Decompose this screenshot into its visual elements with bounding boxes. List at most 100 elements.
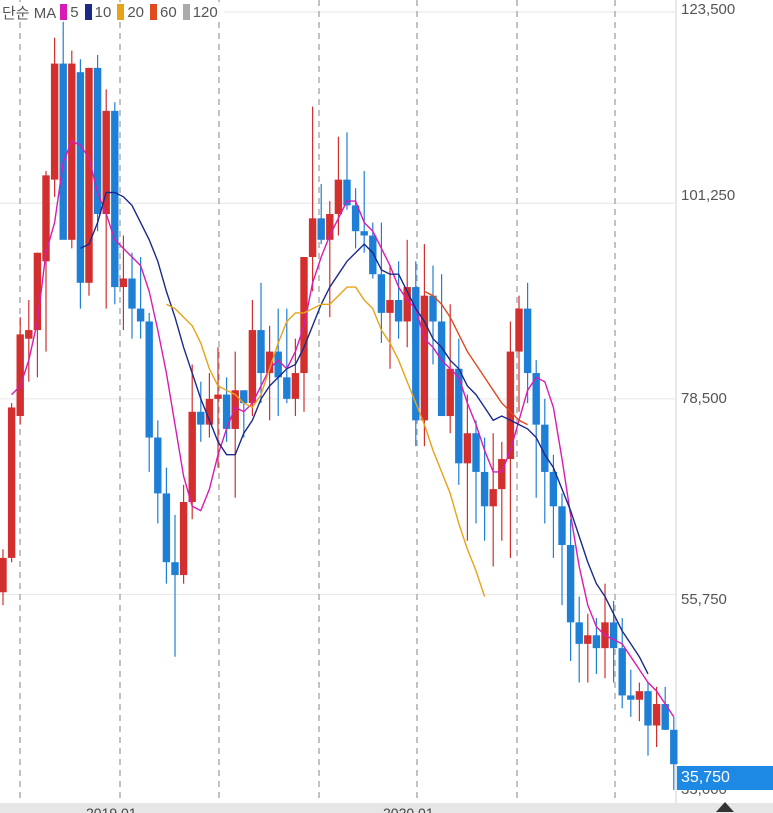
candle-body <box>265 351 274 374</box>
candle-body <box>76 72 85 283</box>
candle-body <box>523 308 532 374</box>
y-tick-label: 101,250 <box>681 187 736 204</box>
candle-body <box>566 544 575 623</box>
candle-body <box>446 368 454 417</box>
candle-body <box>412 287 420 421</box>
candle-body <box>351 205 360 232</box>
candle-body <box>102 110 110 215</box>
candle-body <box>618 648 626 696</box>
candle-body <box>0 557 7 593</box>
candle-body <box>188 411 196 503</box>
scroll-up-arrow-icon[interactable] <box>716 802 734 812</box>
candle-body <box>480 471 489 507</box>
y-tick-label: 123,500 <box>681 1 736 18</box>
candle-body <box>93 67 102 215</box>
legend-swatch-ma120 <box>182 4 190 20</box>
candle-body <box>42 175 50 262</box>
candle-body <box>231 390 239 429</box>
candle-body <box>136 308 145 322</box>
candle-body <box>506 351 515 460</box>
candle-body <box>274 351 282 378</box>
candle-body <box>541 424 549 472</box>
candle-body <box>7 407 16 558</box>
ma60-line <box>424 290 528 426</box>
candle-body <box>283 377 291 399</box>
candle-body <box>627 695 635 700</box>
candle-body <box>16 334 24 417</box>
candle-body <box>317 218 325 240</box>
candle-body <box>291 373 300 399</box>
candle-body <box>532 373 540 425</box>
candle-body <box>145 321 153 438</box>
candle-body <box>308 218 317 258</box>
candle-body <box>222 394 231 429</box>
candle-body <box>59 63 67 240</box>
y-tick-label: 55,750 <box>681 591 727 608</box>
y-tick-label: 78,500 <box>681 390 727 407</box>
legend-item-ma120: 120 <box>182 4 218 21</box>
candle-body <box>343 179 351 206</box>
candle-body <box>162 493 171 563</box>
candle-body <box>257 330 265 374</box>
legend-item-ma20: 20 <box>117 4 144 21</box>
candle-body <box>377 274 386 313</box>
candle-body <box>549 471 558 507</box>
candle-body <box>214 394 222 399</box>
x-axis-bar[interactable] <box>0 803 773 813</box>
x-tick-label: 2020.01 <box>383 805 434 813</box>
candle-body <box>592 635 601 649</box>
candle-body <box>575 622 583 644</box>
candle-body <box>300 257 308 374</box>
candle-body <box>111 110 119 288</box>
candle-body <box>179 502 188 576</box>
candle-body <box>85 67 93 283</box>
legend-item-ma5: 5 <box>60 4 79 21</box>
candle-body <box>128 278 136 309</box>
candle-body <box>205 398 214 425</box>
candle-body <box>661 704 669 730</box>
candle-body <box>609 622 618 649</box>
candle-body <box>635 691 644 700</box>
candle-body <box>498 459 506 490</box>
candle-body <box>489 489 497 507</box>
candle-body <box>394 299 403 322</box>
candle-body <box>455 368 463 464</box>
x-tick-label: 2019.01 <box>86 805 137 813</box>
candle-body <box>652 704 661 726</box>
ma5-line <box>11 140 675 718</box>
candle-body <box>644 691 652 726</box>
candle-body <box>360 231 368 236</box>
candle-body <box>515 308 523 352</box>
candle-body <box>240 390 248 404</box>
candle-body <box>119 278 128 288</box>
candle-body <box>386 299 394 313</box>
candle-body <box>50 63 59 180</box>
ma-legend: 단순 MA 5 10 20 60 120 <box>2 2 224 22</box>
legend-swatch-ma5 <box>60 4 68 20</box>
candle-body <box>437 321 446 417</box>
candle-body <box>403 287 411 322</box>
candle-body <box>171 562 179 576</box>
candle-body <box>558 506 566 545</box>
legend-swatch-ma20 <box>117 4 125 20</box>
candle-body <box>25 330 33 339</box>
legend-swatch-ma60 <box>150 4 157 20</box>
candle-body <box>420 295 429 421</box>
candle-body <box>334 179 343 215</box>
ma10-line <box>80 191 649 675</box>
candle-body <box>463 433 472 464</box>
candle-body <box>248 330 257 404</box>
candle-body <box>369 235 377 275</box>
legend-title: 단순 MA <box>2 4 57 22</box>
candle-body <box>429 295 437 322</box>
candle-body <box>154 437 162 494</box>
ma20-line <box>166 286 486 597</box>
legend-item-ma60: 60 <box>150 4 177 21</box>
candle-body <box>670 729 678 765</box>
candle-body <box>326 214 334 240</box>
candle-body <box>472 433 480 472</box>
candle-body <box>33 252 42 331</box>
candle-body <box>584 635 592 644</box>
legend-item-ma10: 10 <box>84 4 111 21</box>
